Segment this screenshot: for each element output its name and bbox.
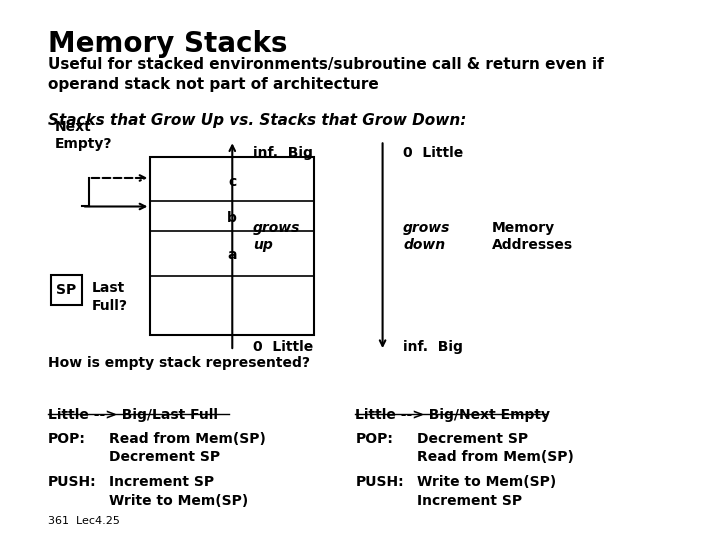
Text: inf.  Big: inf. Big xyxy=(253,146,312,160)
Text: a: a xyxy=(228,248,237,261)
Text: Useful for stacked environments/subroutine call & return even if
operand stack n: Useful for stacked environments/subrouti… xyxy=(48,57,603,91)
Text: How is empty stack represented?: How is empty stack represented? xyxy=(48,356,310,370)
Text: PUSH:: PUSH: xyxy=(48,475,96,489)
Text: Increment SP
Write to Mem(SP): Increment SP Write to Mem(SP) xyxy=(109,475,248,508)
Text: c: c xyxy=(228,176,236,190)
Text: Memory Stacks: Memory Stacks xyxy=(48,30,287,58)
Text: POP:: POP: xyxy=(48,432,86,446)
Text: inf.  Big: inf. Big xyxy=(403,340,463,354)
Text: Memory
Addresses: Memory Addresses xyxy=(492,221,573,252)
Text: Next
Empty?: Next Empty? xyxy=(55,120,112,151)
Text: SP: SP xyxy=(56,284,77,297)
Text: grows
up: grows up xyxy=(253,221,300,252)
Text: Write to Mem(SP)
Increment SP: Write to Mem(SP) Increment SP xyxy=(417,475,556,508)
Text: Little --> Big/Last Full: Little --> Big/Last Full xyxy=(48,408,218,422)
Text: PUSH:: PUSH: xyxy=(355,475,404,489)
Text: Decrement SP
Read from Mem(SP): Decrement SP Read from Mem(SP) xyxy=(417,432,574,464)
Text: b: b xyxy=(228,211,237,225)
Text: POP:: POP: xyxy=(355,432,393,446)
Text: Stacks that Grow Up vs. Stacks that Grow Down:: Stacks that Grow Up vs. Stacks that Grow… xyxy=(48,113,466,129)
Text: 361  Lec4.25: 361 Lec4.25 xyxy=(48,516,120,526)
Text: 0  Little: 0 Little xyxy=(403,146,464,160)
Text: 0  Little: 0 Little xyxy=(253,340,313,354)
Text: Read from Mem(SP)
Decrement SP: Read from Mem(SP) Decrement SP xyxy=(109,432,266,464)
Text: Last
Full?: Last Full? xyxy=(92,281,128,313)
Text: Little --> Big/Next Empty: Little --> Big/Next Empty xyxy=(355,408,550,422)
Bar xyxy=(150,157,314,335)
Bar xyxy=(51,275,82,305)
Text: grows
down: grows down xyxy=(403,221,451,252)
